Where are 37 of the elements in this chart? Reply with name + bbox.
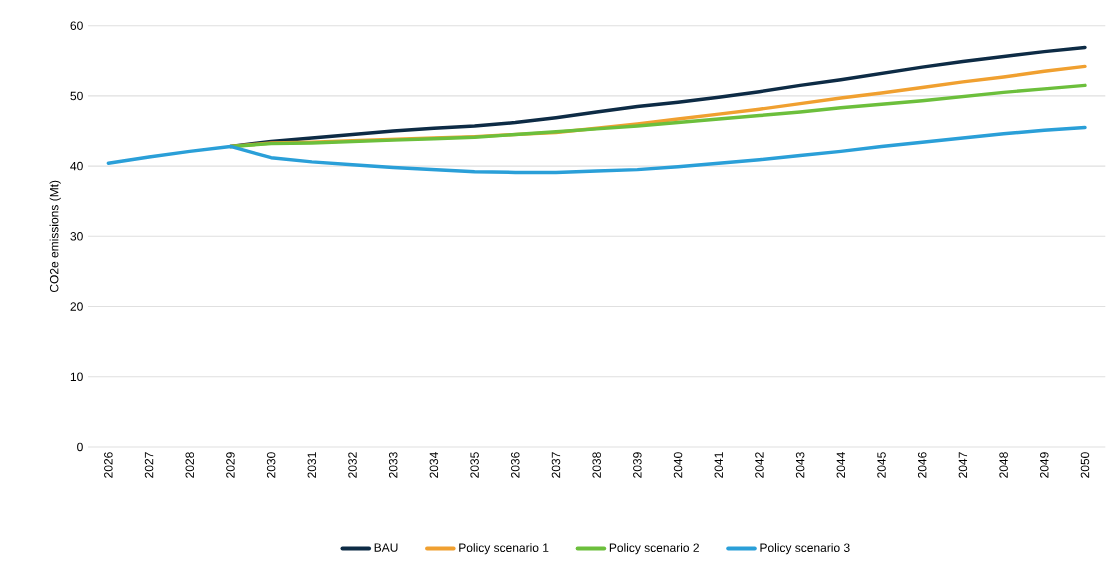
x-tick-label: 2028 — [185, 452, 194, 478]
x-tick-label: 2042 — [755, 452, 764, 478]
legend-label: Policy scenario 2 — [609, 543, 699, 555]
x-tick-label: 2037 — [551, 452, 561, 478]
x-tick-label: 2032 — [348, 452, 357, 478]
x-tick-label: 2043 — [795, 452, 805, 478]
y-tick-label: 0 — [77, 442, 83, 452]
legend-label: BAU — [374, 543, 398, 552]
legend-label: Policy scenario 3 — [760, 543, 850, 555]
x-tick-label: 2029 — [226, 452, 235, 478]
x-tick-label: 2046 — [917, 452, 927, 478]
y-axis-title: CO2e emissions (Mt) — [49, 180, 61, 293]
x-tick-label: 2040 — [673, 452, 683, 478]
x-tick-label: 2039 — [633, 452, 642, 478]
y-tick-label: 50 — [70, 91, 83, 101]
y-tick-label: 30 — [70, 232, 83, 241]
x-tick-label: 2041 — [714, 452, 723, 478]
x-tick-label: 2038 — [592, 452, 601, 478]
legend-label: Policy scenario 1 — [459, 543, 549, 555]
x-tick-label: 2049 — [1040, 452, 1049, 478]
x-tick-label: 2044 — [836, 452, 846, 478]
x-tick-label: 2047 — [958, 452, 968, 478]
x-tick-label: 2030 — [266, 452, 276, 478]
x-tick-label: 2033 — [388, 452, 398, 478]
x-tick-label: 2036 — [511, 452, 520, 478]
y-tick-label: 10 — [70, 372, 83, 382]
y-tick-label: 20 — [70, 302, 83, 311]
x-tick-label: 2045 — [877, 452, 886, 478]
y-tick-label: 40 — [70, 161, 83, 171]
x-tick-label: 2031 — [307, 452, 317, 478]
x-tick-label: 2026 — [104, 452, 113, 478]
y-tick-label: 60 — [70, 21, 83, 30]
x-tick-label: 2048 — [999, 452, 1008, 478]
x-tick-label: 2027 — [144, 452, 154, 478]
x-tick-label: 2050 — [1080, 452, 1090, 478]
x-tick-label: 2034 — [429, 452, 439, 478]
x-tick-label: 2035 — [470, 452, 479, 478]
